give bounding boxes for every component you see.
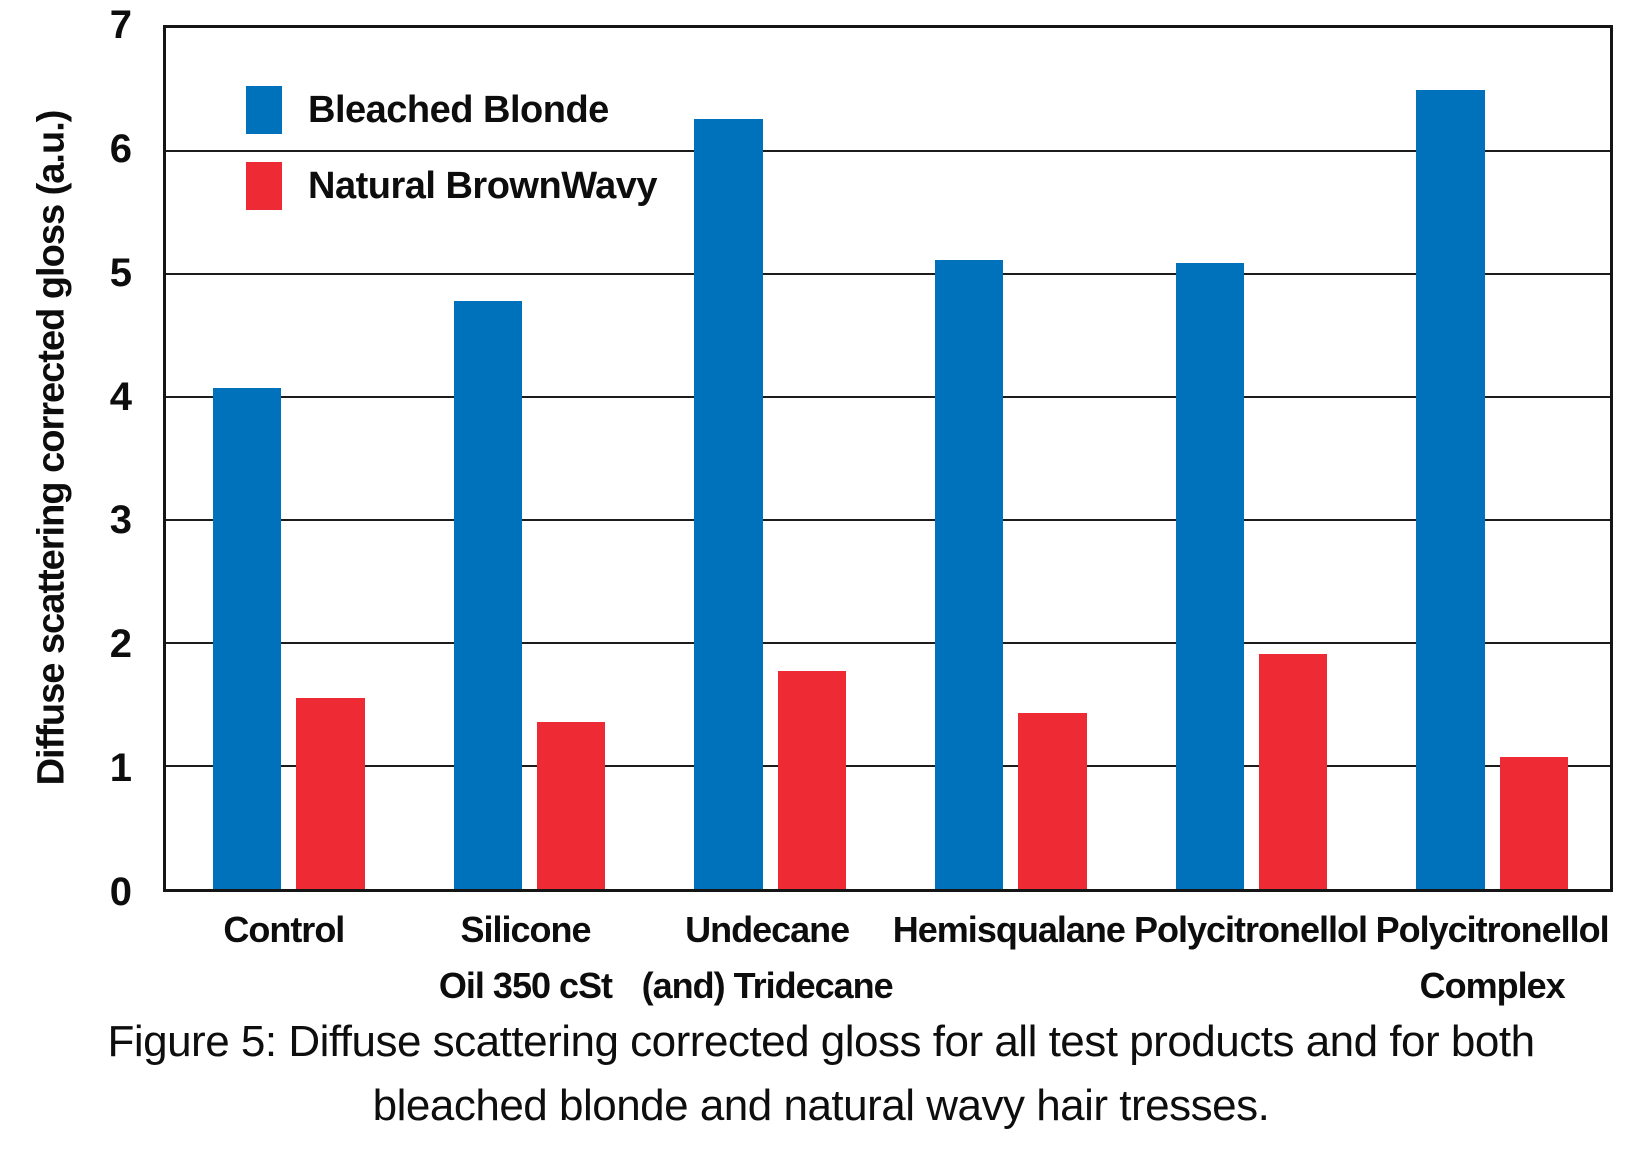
bleached-blonde-swatch-icon [246,86,282,134]
bar-natural-brownwavy-control [296,698,365,889]
legend-item-natural-brownwavy: Natural BrownWavy [246,162,658,210]
bar-natural-brownwavy-undecane-and-tridecane [777,671,847,889]
x-axis-labels: Control Silicone Oil 350 cSt Undecane (and) … [163,902,1613,1012]
y-tick-label-6: 6 [109,126,132,171]
x-label-line: Undecane [685,909,850,950]
bar-natural-brownwavy-hemisqualane [1018,713,1087,889]
bar-natural-brownwavy-silicone-oil-350-cst [537,721,606,889]
gridline-y-3 [166,519,1610,521]
bar-bleached-blonde-undecane-and-tridecane [694,119,763,889]
legend: Bleached Blonde Natural BrownWavy [246,86,658,238]
x-label-line: Complex [1419,965,1566,1006]
y-tick-label-1: 1 [109,746,132,791]
bar-bleached-blonde-polycitronellol [1175,262,1244,889]
figure-caption: Figure 5: Diffuse scattering corrected g… [0,1010,1642,1138]
bar-bleached-blonde-control [212,388,282,889]
gridline-y-5 [166,273,1610,275]
y-tick-label-4: 4 [109,374,132,419]
x-label-undecane-and-tridecane: Undecane (and) Tridecane [642,902,894,1014]
y-tick-label-7: 7 [109,3,132,47]
caption-line-1: Figure 5: Diffuse scattering corrected g… [107,1017,1535,1066]
natural-brownwavy-swatch-icon [246,162,282,210]
x-label-line: Polycitronellol [1375,909,1610,950]
bar-natural-brownwavy-polycitronellol-complex [1499,757,1569,889]
legend-item-bleached-blonde: Bleached Blonde [246,86,657,134]
x-label-line: (and) Tridecane [641,965,894,1006]
bar-natural-brownwavy-polycitronellol [1259,654,1328,889]
y-tick-label-0: 0 [109,870,132,914]
x-label-polycitronellol-complex: Polycitronellol Complex [1371,902,1613,1014]
plot-area: Bleached Blonde Natural BrownWavy [163,25,1613,892]
x-label-polycitronellol: Polycitronellol [1130,902,1372,958]
x-label-line: Hemisqualane [892,909,1126,950]
x-label-control: Control [163,902,405,958]
x-label-line: Silicone [460,909,591,950]
gridline-y-2 [166,642,1610,644]
x-label-line: Oil 350 cSt [438,965,613,1006]
x-label-line: Control [223,909,345,950]
x-label-hemisqualane: Hemisqualane [888,902,1130,958]
y-tick-label-5: 5 [109,250,132,295]
gridline-y-1 [166,765,1610,767]
bar-bleached-blonde-silicone-oil-350-cst [453,301,522,889]
y-axis-ticks: 0 1 2 3 4 5 6 7 [0,5,148,912]
legend-label-bleached-blonde: Bleached Blonde [308,88,609,131]
x-label-silicone-oil-350-cst: Silicone Oil 350 cSt [405,902,647,1014]
legend-label-natural-brownwavy: Natural BrownWavy [308,164,658,207]
gridline-y-4 [166,396,1610,398]
bar-bleached-blonde-hemisqualane [934,260,1004,889]
y-tick-label-3: 3 [109,498,132,543]
bar-bleached-blonde-polycitronellol-complex [1416,89,1485,889]
gridline-y-6 [166,150,1610,152]
y-tick-label-2: 2 [109,622,132,667]
caption-line-2: bleached blonde and natural wavy hair tr… [372,1081,1270,1130]
x-label-line: Polycitronellol [1133,909,1368,950]
